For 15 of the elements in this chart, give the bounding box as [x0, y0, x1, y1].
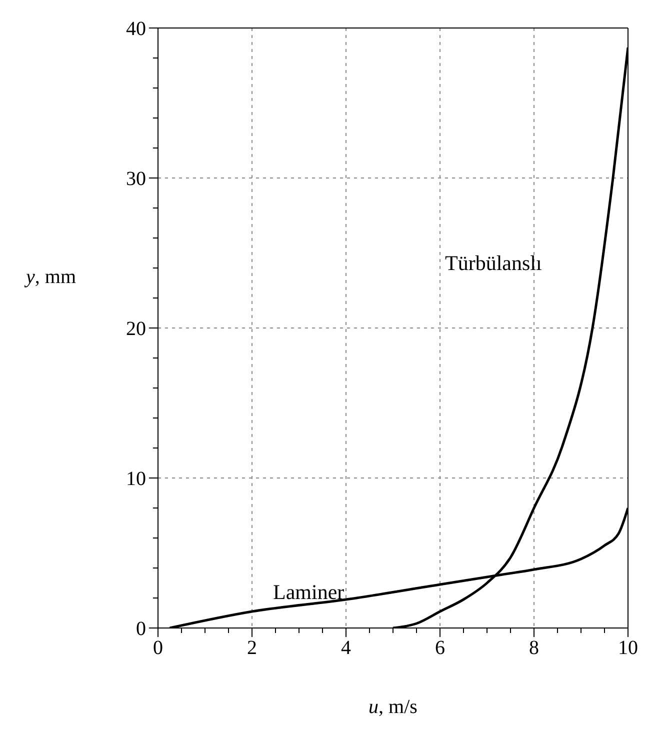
y-tick-label: 40	[126, 18, 146, 40]
annotation: Laminer	[273, 580, 344, 605]
y-tick-label: 10	[126, 468, 146, 490]
y-axis-title: y, mm	[26, 266, 76, 289]
x-tick-label: 0	[153, 637, 163, 659]
x-tick-label: 2	[247, 637, 257, 659]
x-tick-label: 4	[341, 637, 351, 659]
annotation: Türbülanslı	[445, 251, 542, 276]
x-tick-label: 6	[435, 637, 445, 659]
x-tick-label: 8	[529, 637, 539, 659]
y-tick-label: 0	[136, 618, 146, 640]
x-axis-title: u, m/s	[368, 696, 418, 719]
y-tick-label: 20	[126, 318, 146, 340]
x-tick-label: 10	[618, 637, 638, 659]
y-tick-label: 30	[126, 168, 146, 190]
